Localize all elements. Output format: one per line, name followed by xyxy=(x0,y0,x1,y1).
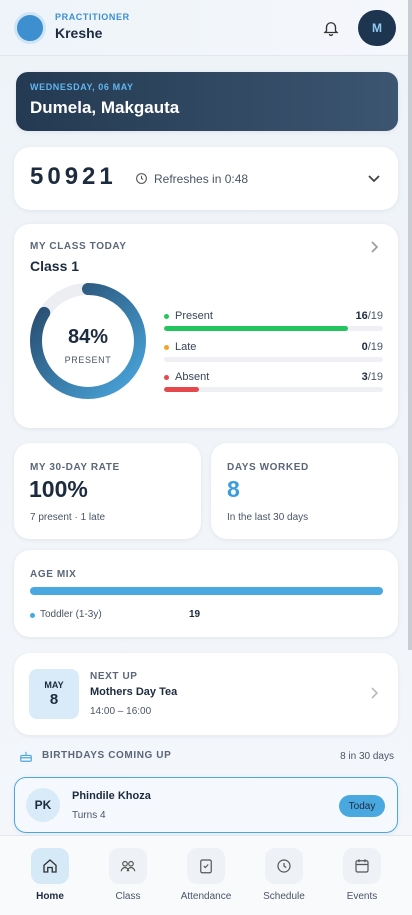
donut-arc xyxy=(30,283,146,399)
nav-item[interactable]: Class xyxy=(93,848,163,902)
birthday-card[interactable] xyxy=(14,777,398,833)
nav-label: Class xyxy=(115,891,141,902)
scrollbar xyxy=(408,0,412,650)
code-card[interactable] xyxy=(14,147,398,210)
status-count: 3 xyxy=(361,371,368,383)
status-total: /19 xyxy=(367,371,383,383)
age-count: 19 xyxy=(189,609,201,620)
nav-glyph xyxy=(200,859,212,874)
nav-icon xyxy=(109,848,147,884)
age-heading: AGE MIX xyxy=(30,569,77,580)
days-card xyxy=(211,443,398,539)
status-count: 16 xyxy=(355,310,368,322)
birthday-badge: Today xyxy=(339,795,385,817)
age-label: Toddler (1-3y) xyxy=(40,609,102,620)
greeting: Dumela, Makgauta xyxy=(30,98,180,117)
status-bar xyxy=(164,387,199,392)
nav-glyph xyxy=(120,860,136,872)
donut xyxy=(30,283,146,399)
chevron-down[interactable] xyxy=(366,172,382,186)
days-detail: In the last 30 days xyxy=(227,512,309,523)
nav-glyph xyxy=(355,859,369,873)
status-track xyxy=(164,356,383,362)
birthday-heading: BIRTHDAYS COMING UP xyxy=(42,750,172,761)
nav-glyph xyxy=(43,859,57,873)
status-track xyxy=(164,387,383,392)
top-bar xyxy=(0,0,412,56)
birthday-name: Phindile Khoza xyxy=(72,790,151,802)
rate: 84% xyxy=(67,326,109,348)
status-total: /19 xyxy=(367,340,383,353)
age-dot xyxy=(30,613,35,618)
logo xyxy=(14,12,46,44)
status-total: /19 xyxy=(367,310,383,322)
nav-icon xyxy=(31,848,69,884)
role: PRACTITIONER xyxy=(55,12,130,22)
days-value: 8 xyxy=(227,476,240,502)
bell-icon[interactable] xyxy=(322,19,340,37)
birthday-detail: Turns 4 xyxy=(72,810,106,821)
days-heading: DAYS WORKED xyxy=(227,462,309,473)
age-segment xyxy=(30,587,383,595)
status-dot xyxy=(164,344,169,350)
birthday-initials: PK xyxy=(26,788,60,822)
status-label: Late xyxy=(175,340,197,353)
event-day: 8 xyxy=(49,691,59,708)
nav-item[interactable]: Home xyxy=(15,848,85,902)
nav-item[interactable]: Events xyxy=(327,848,397,902)
class-name: Class 1 xyxy=(30,258,80,274)
avatar[interactable]: M xyxy=(358,10,396,46)
status-count-wrap: 16/19 xyxy=(355,310,383,322)
status-dot xyxy=(164,314,169,319)
event-time: 14:00 – 16:00 xyxy=(90,706,152,717)
code: 50921 xyxy=(30,163,117,190)
nav-label: Attendance xyxy=(180,891,232,902)
nav-item[interactable]: Schedule xyxy=(249,848,319,902)
nav-label: Events xyxy=(346,891,378,902)
nav-icon xyxy=(343,848,381,884)
rate30-card xyxy=(14,443,201,539)
status-label: Present xyxy=(175,310,213,322)
rate30-heading: MY 30-DAY RATE xyxy=(30,462,120,473)
nav-glyph xyxy=(277,859,291,873)
user-name: Kreshe xyxy=(55,25,103,41)
next-heading: NEXT UP xyxy=(90,671,138,682)
status-label: Absent xyxy=(175,371,210,383)
nav-label: Home xyxy=(36,891,64,902)
nav-item[interactable]: Attendance xyxy=(171,848,241,902)
status-count-wrap: 3/19 xyxy=(362,371,383,383)
status-dot xyxy=(164,375,169,380)
event-title: Mothers Day Tea xyxy=(90,686,178,698)
rate30-detail: 7 present · 1 late xyxy=(30,512,106,523)
rate-caption: PRESENT xyxy=(64,355,112,365)
status-count: 0 xyxy=(361,340,368,353)
chevron-right[interactable] xyxy=(368,240,380,254)
refresh: Refreshes in 0:48 xyxy=(154,172,249,186)
rate30-value: 100% xyxy=(29,476,88,502)
event-month: MAY xyxy=(44,680,64,690)
cake-icon xyxy=(20,751,32,762)
birthday-summary: 8 in 30 days xyxy=(340,751,394,762)
nav-icon xyxy=(187,848,225,884)
nav-icon xyxy=(265,848,303,884)
date: WEDNESDAY, 06 MAY xyxy=(30,82,134,92)
status-bar xyxy=(164,326,349,331)
chevron-right[interactable] xyxy=(368,686,380,700)
status-track xyxy=(164,326,383,331)
clock-icon xyxy=(136,173,147,184)
greeting-card xyxy=(16,72,398,131)
date-box xyxy=(29,669,79,719)
class-heading: MY CLASS TODAY xyxy=(30,241,127,252)
age-bar xyxy=(30,587,383,595)
nav-label: Schedule xyxy=(263,891,305,902)
status-count-wrap: 0/19 xyxy=(362,341,383,353)
